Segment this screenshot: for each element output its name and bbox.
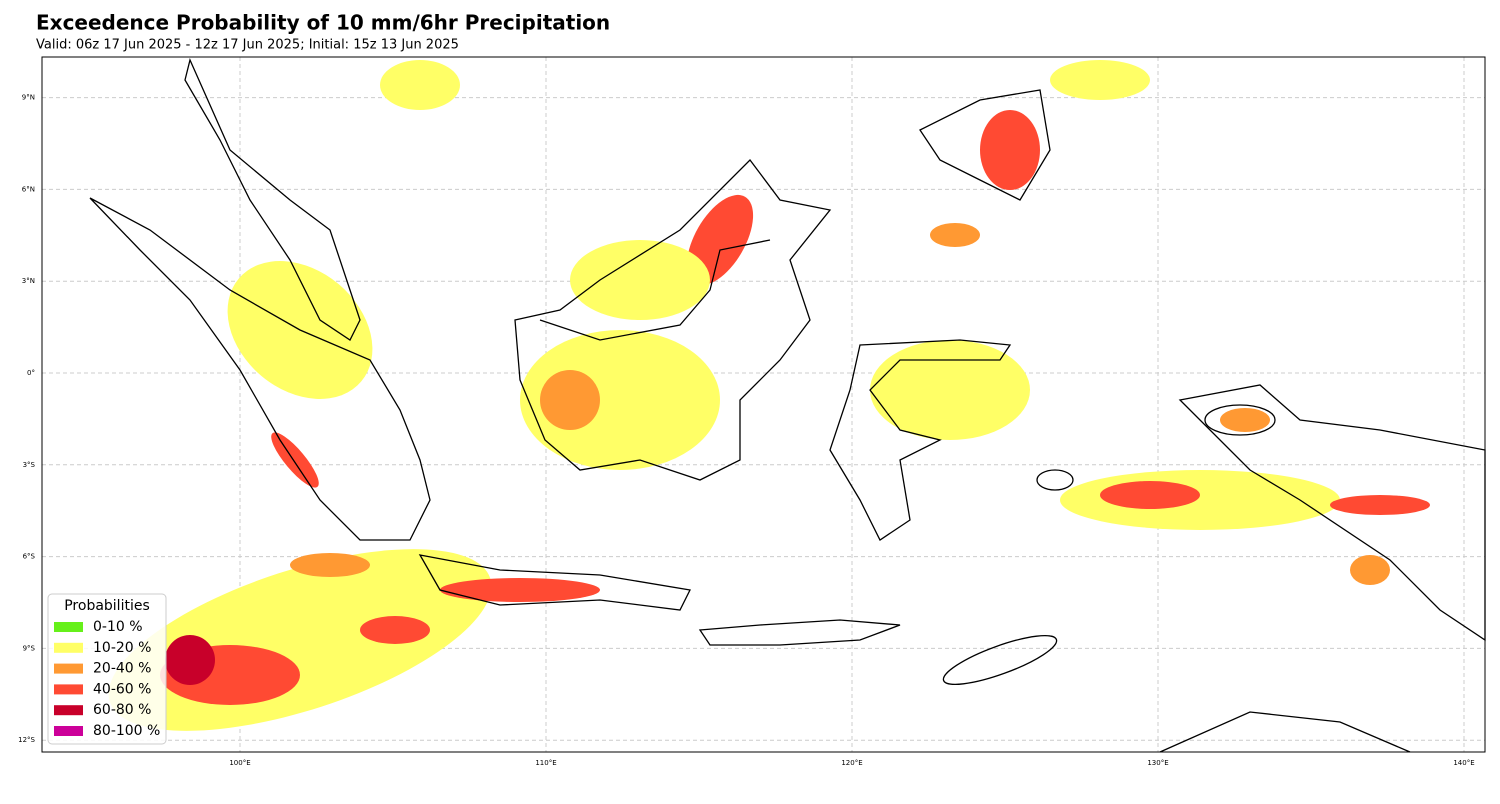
legend-label: 20-40 %: [93, 661, 151, 677]
lesser-sunda: [698, 619, 901, 646]
legend-swatch: [54, 663, 83, 674]
legend-label: 60-80 %: [93, 702, 151, 718]
title: Exceedence Probability of 10 mm/6hr Prec…: [36, 11, 610, 35]
legend-label: 80-100 %: [93, 723, 160, 739]
lat-tick-label: 3°S: [23, 461, 36, 469]
malay-peninsula: [184, 58, 361, 341]
lon-tick-label: 100°E: [229, 759, 250, 767]
map-frame: [41, 56, 1486, 753]
precip-area: [290, 553, 370, 577]
lat-tick-label: 9°S: [23, 644, 36, 652]
legend-swatch: [54, 684, 83, 695]
subtitle: Valid: 06z 17 Jun 2025 - 12z 17 Jun 2025…: [36, 38, 459, 53]
precip-area: [1330, 495, 1430, 515]
lon-tick-label: 120°E: [841, 759, 862, 767]
precip-area: [360, 616, 430, 644]
precip-area: [1060, 470, 1340, 530]
precip-area: [930, 223, 980, 247]
precipitation: [108, 60, 1430, 731]
lat-tick-label: 9°N: [22, 94, 35, 102]
legend-label: 40-60 %: [93, 681, 151, 697]
sumatra: [89, 197, 431, 541]
legend-swatch: [54, 622, 83, 632]
border: [539, 239, 771, 341]
precip-area: [1100, 481, 1200, 509]
legend-title: Probabilities: [64, 598, 150, 614]
java: [418, 554, 691, 611]
lat-tick-label: 0°: [27, 369, 35, 377]
legend-label: 0-10 %: [93, 619, 143, 635]
coastlines: [89, 58, 1486, 753]
lat-tick-label: 12°S: [18, 736, 35, 744]
lat-tick-label: 3°N: [22, 277, 35, 285]
precip-area: [1050, 60, 1150, 100]
buru: [1036, 469, 1074, 491]
precip-area: [686, 194, 754, 286]
precip-area: [570, 240, 710, 320]
precip-area: [1220, 408, 1270, 432]
lon-tick-label: 110°E: [535, 759, 556, 767]
precip-area: [870, 340, 1030, 440]
legend: Probabilities 0-10 % 10-20 % 20-40 % 40-60 …: [47, 593, 167, 745]
precip-area: [380, 60, 460, 110]
seram: [1204, 404, 1276, 436]
precip-area: [1350, 555, 1390, 585]
precip-area: [440, 578, 600, 602]
legend-swatch: [54, 726, 83, 736]
legend-swatch: [54, 705, 83, 716]
precip-area: [540, 370, 600, 430]
borneo: [514, 159, 832, 481]
precip-area: [520, 330, 720, 470]
timor: [942, 634, 1058, 686]
precip-area: [165, 635, 215, 685]
legend-swatch: [54, 642, 83, 653]
lon-tick-label: 140°E: [1453, 759, 1474, 767]
precip-area: [271, 432, 319, 488]
lat-tick-label: 6°N: [22, 185, 35, 193]
australia: [1159, 711, 1411, 753]
lon-tick-label: 130°E: [1147, 759, 1168, 767]
lat-tick-label: 6°S: [23, 553, 36, 561]
precip-area: [980, 110, 1040, 190]
sulawesi: [829, 339, 1012, 541]
legend-label: 10-20 %: [93, 640, 151, 656]
mindanao: [919, 89, 1051, 201]
